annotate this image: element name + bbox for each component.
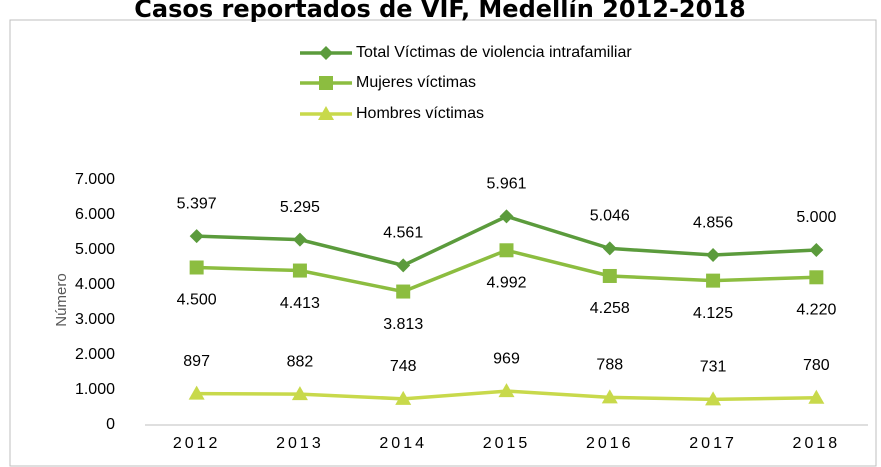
data-label: 5.295	[280, 199, 320, 216]
legend-label: Total Víctimas de violencia intrafamilia…	[356, 44, 632, 61]
x-tick-label: 2018	[793, 435, 841, 452]
marker	[498, 383, 515, 398]
marker	[319, 46, 333, 60]
y-tick-label: 4.000	[75, 276, 115, 293]
marker	[396, 284, 411, 299]
marker	[706, 273, 721, 288]
data-label: 4.500	[177, 292, 217, 309]
marker	[318, 106, 334, 120]
marker	[499, 209, 514, 224]
y-tick-label: 6.000	[75, 206, 115, 223]
x-tick-label: 2016	[586, 435, 634, 452]
data-label: 731	[700, 359, 727, 376]
data-label: 4.561	[383, 225, 423, 242]
data-label: 3.813	[383, 316, 423, 333]
y-tick-label: 7.000	[75, 171, 115, 188]
marker	[319, 76, 333, 90]
data-label: 5.000	[796, 209, 836, 226]
data-label: 4.992	[486, 274, 526, 291]
data-label: 780	[803, 357, 830, 374]
marker	[705, 391, 722, 406]
data-label: 4.258	[590, 300, 630, 317]
x-tick-label: 2014	[379, 435, 427, 452]
y-tick-label: 1.000	[75, 381, 115, 398]
marker	[601, 389, 618, 404]
marker	[809, 270, 824, 285]
data-label: 5.046	[590, 208, 630, 225]
data-label: 4.125	[693, 305, 733, 322]
marker	[706, 248, 721, 263]
data-label: 788	[596, 357, 623, 374]
marker	[809, 243, 824, 257]
data-label: 897	[183, 353, 210, 370]
y-tick-label: 0	[106, 416, 115, 433]
marker	[499, 243, 514, 258]
data-label: 4.856	[693, 214, 733, 231]
data-label: 4.220	[796, 302, 836, 319]
y-tick-label: 2.000	[75, 346, 115, 363]
chart-title: Casos reportados de VIF, Medellín 2012-2…	[134, 0, 745, 23]
marker	[602, 268, 617, 283]
data-label: 5.961	[486, 176, 526, 193]
marker	[189, 260, 204, 275]
legend-label: Mujeres víctimas	[356, 74, 476, 91]
marker	[291, 386, 308, 401]
y-tick-label: 5.000	[75, 241, 115, 258]
data-label: 882	[287, 353, 314, 370]
chart-border	[9, 19, 877, 467]
x-tick-label: 2015	[483, 435, 531, 452]
legend-label: Hombres víctimas	[356, 105, 484, 122]
x-tick-label: 2013	[276, 435, 324, 452]
y-axis-label: Número	[53, 273, 70, 326]
marker	[188, 385, 205, 400]
marker	[396, 258, 411, 273]
y-tick-label: 3.000	[75, 311, 115, 328]
x-tick-label: 2012	[173, 435, 221, 452]
data-label: 969	[493, 350, 520, 367]
data-label: 5.397	[177, 195, 217, 212]
data-label: 748	[390, 358, 417, 375]
marker	[602, 241, 617, 256]
marker	[808, 389, 825, 404]
marker	[395, 390, 412, 405]
marker	[292, 232, 307, 247]
x-tick-label: 2017	[689, 435, 737, 452]
data-label: 4.413	[280, 295, 320, 312]
marker	[189, 229, 204, 244]
marker	[292, 263, 307, 278]
